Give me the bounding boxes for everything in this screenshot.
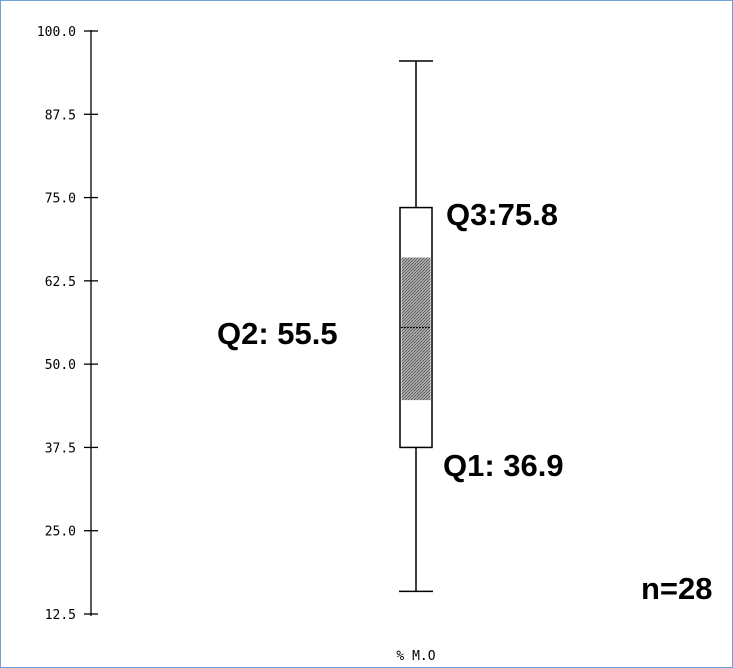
y-tick-label: 12.5 bbox=[45, 608, 76, 623]
y-tick-label: 62.5 bbox=[45, 275, 76, 290]
annotation-q2: Q2: 55.5 bbox=[217, 316, 338, 351]
y-tick-label: 50.0 bbox=[45, 358, 76, 373]
y-tick-label: 100.0 bbox=[37, 25, 76, 40]
annotation-q3: Q3:75.8 bbox=[446, 197, 558, 232]
y-tick-label: 25.0 bbox=[45, 525, 76, 540]
y-tick-label: 75.0 bbox=[45, 192, 76, 207]
x-category-label: % M.O bbox=[396, 649, 435, 664]
y-tick-label: 37.5 bbox=[45, 441, 76, 456]
annotation-q1: Q1: 36.9 bbox=[443, 448, 564, 483]
annotation-n: n=28 bbox=[641, 571, 713, 606]
box-confidence-interval bbox=[401, 257, 431, 401]
y-tick-label: 87.5 bbox=[45, 108, 76, 123]
y-axis-ticks: 100.0 87.5 75.0 62.5 50.0 37.5 25.0 12.5 bbox=[37, 25, 98, 623]
